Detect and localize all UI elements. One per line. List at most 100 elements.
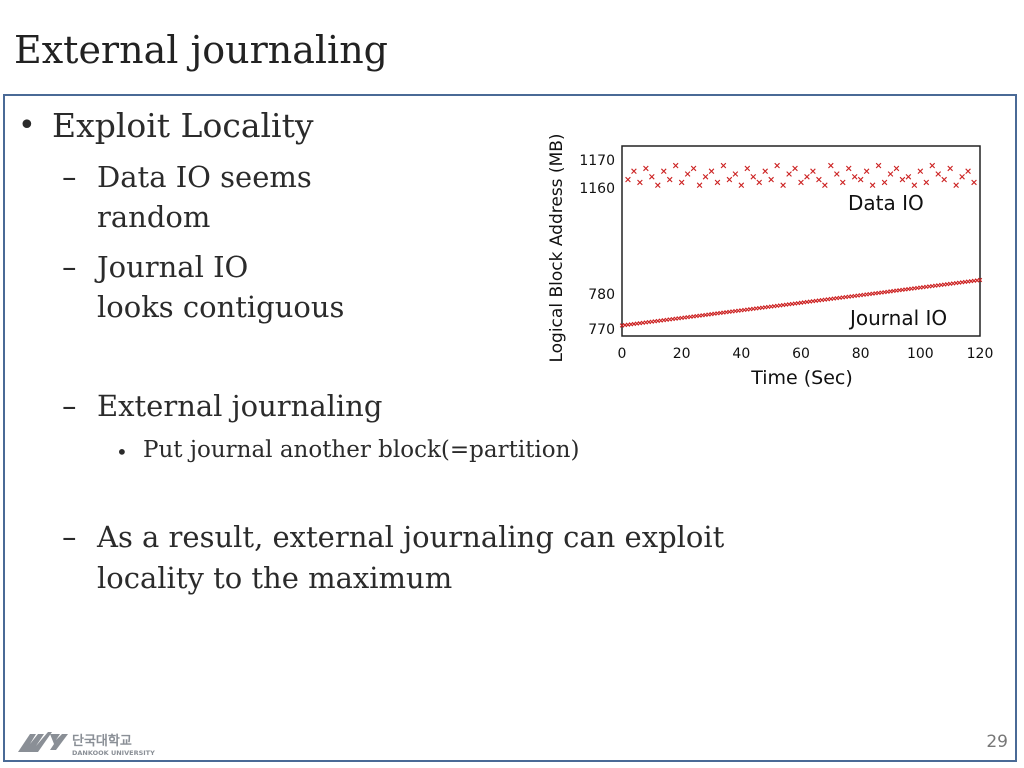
data-io-point [684, 171, 691, 177]
x-tick-label: 80 [852, 346, 870, 362]
svg-text:DANKOOK UNIVERSITY: DANKOOK UNIVERSITY [72, 749, 155, 757]
dash-marker: – [62, 520, 77, 554]
data-io-point [690, 165, 697, 172]
data-io-point [953, 182, 959, 188]
x-tick-label: 100 [907, 346, 934, 362]
data-io-point [917, 168, 924, 174]
data-io-point [780, 182, 786, 188]
data-io-point [744, 165, 751, 172]
data-io-point [905, 174, 912, 180]
data-io-point [792, 165, 798, 172]
sub-sub-bullet-put-journal: Put journal another block(=partition) [143, 437, 580, 463]
journal-io-series [619, 277, 983, 328]
data-io-point [810, 168, 816, 174]
x-tick-label: 120 [967, 346, 994, 362]
data-io-point [857, 176, 864, 183]
sub-bullet-as-a-result-line1: As a result, external journaling can exp… [97, 520, 725, 554]
data-io-point [649, 174, 655, 180]
data-io-point [768, 176, 774, 183]
data-io-point [834, 171, 840, 177]
data-io-point [822, 182, 828, 188]
data-io-point [678, 179, 685, 186]
y-tick-1160: 1160 [579, 181, 615, 197]
data-io-point [738, 182, 745, 188]
plot-area [621, 145, 981, 337]
data-io-point [714, 179, 721, 186]
sub-bullet-journal-io-line1: Journal IO [97, 250, 249, 284]
data-io-point [929, 162, 936, 169]
bullet-marker: • [18, 108, 36, 143]
y-axis-label: Logical Block Address (MB) [547, 133, 567, 362]
data-io-point [935, 171, 942, 177]
data-io-point [816, 176, 822, 183]
y-tick-770: 770 [588, 322, 615, 338]
x-tick-label: 20 [673, 346, 691, 362]
sub-bullet-data-io-line2: random [97, 200, 211, 234]
data-io-point [923, 179, 930, 186]
data-io-point [869, 182, 876, 188]
sub-bullet-as-a-result-line2: locality to the maximum [97, 561, 453, 595]
data-io-point [732, 171, 739, 177]
data-io-point [851, 174, 858, 180]
data-io-point [845, 165, 852, 172]
data-io-point [798, 179, 804, 186]
data-io-point [702, 174, 709, 180]
dankook-university-logo: 단국대학교 DANKOOK UNIVERSITY [18, 732, 155, 757]
data-io-point [881, 179, 888, 186]
data-io-point [643, 165, 649, 172]
content-frame [3, 94, 1017, 762]
svg-text:단국대학교: 단국대학교 [72, 733, 132, 749]
data-io-point [756, 179, 763, 186]
legend-journal-io: Journal IO [848, 306, 947, 330]
data-io-point [941, 176, 947, 183]
y-tick-1170: 1170 [579, 153, 615, 169]
data-io-point [863, 168, 870, 174]
data-io-point [762, 168, 768, 174]
slide-title: External journaling [14, 28, 388, 72]
data-io-point [875, 162, 882, 169]
data-io-point [804, 174, 810, 180]
data-io-point [696, 182, 703, 188]
journal-io-point [977, 277, 983, 283]
data-io-point [965, 168, 971, 174]
data-io-point [625, 176, 631, 183]
data-io-point [720, 162, 727, 169]
data-io-point [750, 174, 757, 180]
sub-sub-bullet-marker: • [116, 440, 128, 464]
dash-marker: – [62, 160, 77, 194]
dash-marker: – [62, 250, 77, 284]
data-io-point [828, 162, 834, 169]
data-io-point [893, 165, 900, 172]
x-tick-label: 40 [732, 346, 750, 362]
sub-bullet-external-journaling: External journaling [97, 389, 383, 423]
data-io-point [631, 168, 637, 174]
sub-bullet-journal-io-line2: looks contiguous [97, 290, 345, 324]
data-io-point [672, 162, 679, 169]
data-io-point [786, 171, 792, 177]
data-io-point [839, 179, 846, 186]
x-tick-label: 0 [618, 346, 627, 362]
data-io-point [887, 171, 894, 177]
data-io-point [655, 182, 661, 188]
legend-data-io: Data IO [848, 191, 924, 215]
data-io-point [637, 179, 643, 186]
data-io-point [774, 162, 780, 169]
data-io-series [625, 162, 977, 188]
data-io-point [947, 165, 953, 172]
data-io-point [899, 176, 906, 183]
data-io-point [708, 168, 715, 174]
data-io-point [660, 168, 667, 174]
data-io-point [911, 182, 918, 188]
data-io-point [959, 174, 965, 180]
bullet-exploit-locality: Exploit Locality [52, 106, 314, 145]
sub-bullet-data-io-line1: Data IO seems [97, 160, 312, 194]
y-tick-780: 780 [588, 287, 615, 303]
data-io-point [971, 179, 977, 186]
dash-marker: – [62, 389, 77, 423]
x-axis-ticks: 0 20 40 60 80 100 120 [618, 346, 994, 362]
io-address-chart: 0 20 40 60 80 100 120 1170 1160 780 770 Logica… [540, 120, 1000, 400]
data-io-point [726, 176, 733, 183]
data-io-point [666, 176, 673, 183]
page-number: 29 [986, 732, 1008, 752]
x-tick-label: 60 [792, 346, 810, 362]
